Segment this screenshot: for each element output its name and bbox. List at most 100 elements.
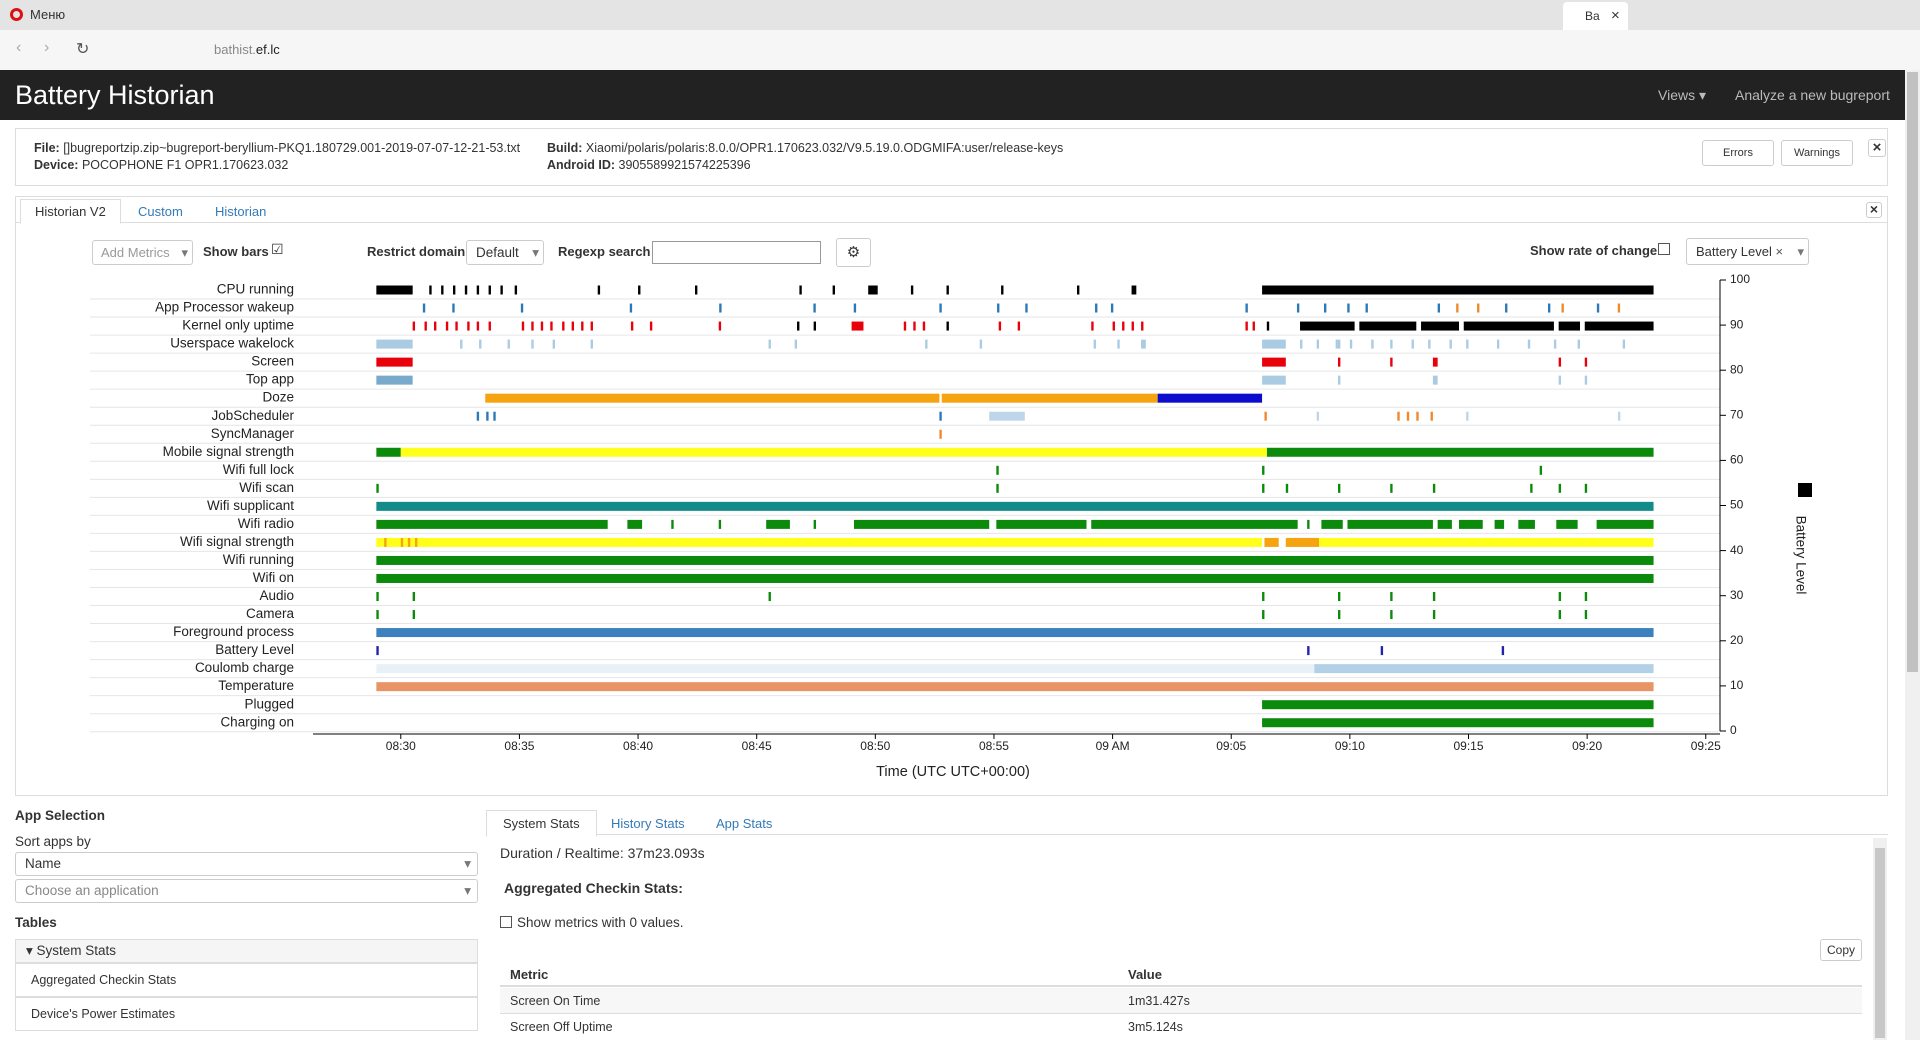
timeline-bar (507, 339, 510, 349)
back[interactable]: ‹ (16, 39, 22, 56)
url[interactable]: bathist.ef.lc (214, 42, 280, 57)
timeline-bar (376, 447, 401, 457)
reload[interactable]: ↻ (76, 41, 90, 58)
active-tab[interactable]: Ba × (1563, 2, 1628, 30)
row-label: SyncManager (211, 426, 295, 441)
domain-select[interactable]: Default ▾ (466, 240, 544, 265)
x-tick-label: 08:30 (386, 739, 416, 753)
menu[interactable]: Меню (30, 7, 66, 22)
timeline-bar (1262, 375, 1286, 385)
timeline-bar (1112, 321, 1115, 331)
timeline-bar (1584, 592, 1588, 602)
device: POCOPHONE F1 OPR1.170623.032 (81, 158, 289, 172)
historian-panel: Historian V2 Custom Historian × Add Metr… (15, 196, 1888, 796)
timeline-bar (1337, 375, 1341, 385)
timeline-bar (1466, 339, 1469, 349)
timeline-bar (376, 285, 413, 295)
sort-select[interactable]: Name ▾ (15, 852, 478, 876)
tab-line (16, 222, 1887, 223)
stats-tab[interactable]: System Stats (486, 810, 597, 837)
timeline-bar (1411, 339, 1414, 349)
settings-button[interactable]: ⚙ (836, 238, 871, 267)
timeline-bar (412, 610, 416, 620)
timeline-bar (412, 592, 416, 602)
timeline-bar (1577, 339, 1581, 349)
timeline-bar (1077, 285, 1080, 295)
timeline-bar (946, 321, 949, 331)
timeline-bar (1262, 718, 1654, 728)
timeline-bar (1335, 339, 1341, 349)
timeline-bar (1365, 303, 1368, 313)
timeline-bar (1390, 483, 1393, 493)
regexp-label: Regexp search (558, 244, 651, 259)
timeline-bar (1264, 411, 1267, 421)
timeline-bar (1337, 357, 1341, 367)
inner-scroll-thumb[interactable] (1875, 848, 1885, 1038)
opera-logo[interactable] (10, 8, 23, 21)
row-label: Coulomb charge (195, 660, 294, 675)
timeline-bar (1337, 592, 1341, 602)
timeline-bar (571, 321, 574, 331)
tab-historian-v2[interactable]: Historian V2 (20, 199, 121, 224)
copy-button[interactable]: Copy (1820, 939, 1862, 961)
y2-tick-label: 10 (1730, 678, 1744, 692)
timeline-bar (376, 664, 1315, 674)
row-label: Camera (246, 606, 295, 621)
forward[interactable]: › (44, 39, 50, 56)
tab-custom[interactable]: Custom (138, 204, 183, 219)
show-bars-checkbox[interactable]: ☑ (271, 241, 284, 257)
timeline-bar (1501, 646, 1505, 656)
cell: Screen Off Uptime (510, 1020, 613, 1034)
system-stats-group[interactable]: ▾ System Stats (15, 939, 478, 963)
timeline-bar (768, 592, 771, 602)
app-title[interactable]: Battery Historian (15, 80, 215, 110)
timeline-bar (464, 285, 468, 295)
timeline-bar (1307, 519, 1310, 529)
cell: 3m5.124s (1128, 1020, 1183, 1034)
close-info[interactable]: × (1868, 139, 1886, 157)
regexp-input[interactable] (652, 241, 821, 264)
analyze-link[interactable]: Analyze a new bugreport (1735, 87, 1890, 103)
domain-value: Default (476, 245, 519, 260)
cell: 1m31.427s (1128, 994, 1190, 1008)
timeline-bar (1285, 483, 1289, 493)
timeline-bar (718, 321, 722, 331)
timeline-bar (853, 303, 857, 313)
x-tick-label: 08:55 (979, 739, 1009, 753)
table-item[interactable]: Aggregated Checkin Stats (15, 963, 478, 997)
app-select[interactable]: Choose an application ▾ (15, 879, 478, 903)
stats-tab[interactable]: App Stats (716, 816, 773, 831)
section-title: Aggregated Checkin Stats: (504, 880, 683, 896)
timeline-bar (1539, 465, 1543, 475)
timeline-bar (1316, 411, 1320, 421)
warnings-button[interactable]: Warnings (1781, 140, 1853, 166)
page-scroll-thumb[interactable] (1907, 72, 1918, 672)
table-header: Metric Value (500, 963, 1862, 987)
timeline-bar (1558, 592, 1562, 602)
timeline-bar (1314, 664, 1654, 674)
timeline-bar (1527, 339, 1531, 349)
errors-button[interactable]: Errors (1702, 140, 1774, 166)
table-item[interactable]: Device's Power Estimates (15, 997, 478, 1031)
tab-historian[interactable]: Historian (215, 204, 267, 219)
show-rate-checkbox[interactable] (1658, 243, 1670, 255)
x-tick-label: 08:50 (860, 739, 890, 753)
close-panel[interactable]: × (1866, 202, 1882, 218)
row-label: Temperature (218, 678, 294, 693)
views-menu[interactable]: Views ▾ (1658, 87, 1707, 103)
timeline-bar (1459, 519, 1483, 529)
file-label: File: (34, 141, 60, 155)
timeline-bar (1505, 303, 1508, 313)
add-metrics[interactable]: Add Metrics ▾ (92, 240, 193, 265)
timeline-bar (1406, 411, 1410, 421)
tab-close[interactable]: × (1611, 7, 1620, 24)
timeline-bar (1432, 357, 1438, 367)
timeline-bar (768, 339, 771, 349)
battery-metric-select[interactable]: Battery Level × ▾ (1686, 238, 1809, 265)
stats-tab[interactable]: History Stats (611, 816, 685, 831)
inner-scrollbar[interactable] (1873, 838, 1887, 1040)
show-zero-checkbox[interactable] (500, 916, 512, 928)
timeline-bar (941, 393, 1158, 403)
timeline-chart: Time (UTC UTC+00:00) Battery Level CPU r… (90, 272, 1812, 780)
page-scrollbar[interactable] (1905, 70, 1920, 1040)
